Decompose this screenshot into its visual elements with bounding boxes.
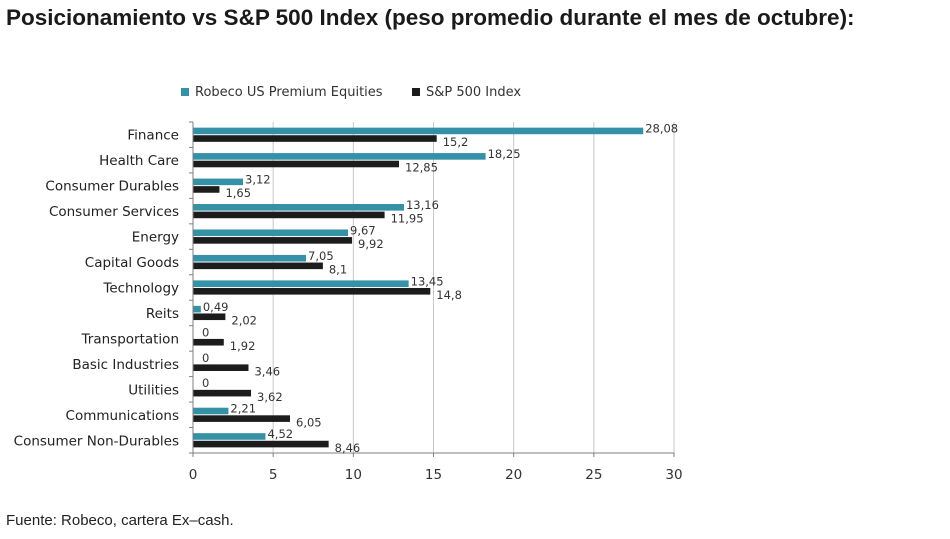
bar-sp500 (193, 364, 249, 371)
data-label-sp500: 9,92 (358, 237, 384, 251)
category-label: Transportation (81, 331, 179, 347)
bar-robeco (193, 204, 404, 211)
data-label-robeco: 3,12 (245, 173, 271, 187)
bar-robeco (193, 407, 229, 415)
data-label-sp500: 15,2 (443, 135, 469, 149)
category-label: Utilities (128, 382, 179, 398)
bar-sp500 (193, 211, 385, 219)
category-label: Reits (146, 306, 179, 322)
category-label: Health Care (99, 153, 179, 169)
legend-swatch (412, 88, 420, 96)
legend-label: S&P 500 Index (426, 85, 521, 100)
category-label: Energy (132, 230, 179, 246)
category-label: Consumer Services (49, 204, 179, 220)
bar-sp500 (193, 135, 437, 142)
legend-swatch (181, 88, 189, 96)
x-tick-label: 5 (269, 467, 278, 483)
bar-sp500 (193, 160, 400, 168)
legend-item-sp500: S&P 500 Index (412, 85, 521, 100)
source-note: Fuente: Robeco, cartera Ex–cash. (6, 512, 234, 529)
bars (193, 127, 644, 448)
data-label-robeco: 13,45 (411, 274, 444, 288)
category-label: Capital Goods (85, 255, 179, 271)
category-label: Technology (102, 281, 179, 297)
data-label-robeco: 18,25 (488, 147, 521, 161)
data-label-robeco: 28,08 (645, 122, 678, 136)
category-label: Communications (66, 408, 179, 424)
data-label-sp500: 14,8 (436, 288, 462, 302)
data-label-robeco: 0 (202, 376, 209, 390)
data-label-sp500: 6,05 (296, 415, 322, 429)
bar-robeco (193, 229, 349, 237)
grid (272, 122, 675, 453)
data-label-sp500: 3,46 (254, 364, 280, 378)
category-label: Basic Industries (72, 357, 179, 373)
bar-robeco (193, 127, 644, 135)
data-label-sp500: 8,1 (329, 263, 347, 277)
data-label-sp500: 1,92 (230, 339, 256, 353)
bar-robeco (193, 254, 307, 262)
x-tick-label: 15 (425, 467, 442, 483)
bar-sp500 (193, 313, 226, 321)
data-label-sp500: 12,85 (405, 161, 438, 175)
x-tick-label: 10 (345, 467, 362, 483)
data-label-robeco: 9,67 (350, 223, 376, 237)
x-tick-label: 30 (665, 467, 682, 483)
category-label: Consumer Durables (45, 179, 179, 195)
data-label-robeco: 4,52 (267, 427, 293, 441)
bar-sp500 (193, 389, 252, 397)
data-label-sp500: 2,02 (231, 313, 257, 327)
legend-item-robeco: Robeco US Premium Equities (181, 85, 383, 100)
bar-sp500 (193, 338, 224, 346)
x-tick-label: 20 (505, 467, 522, 483)
x-tick-label: 0 (189, 467, 198, 483)
chart-title: Posicionamiento vs S&P 500 Index (peso p… (6, 5, 855, 30)
bar-robeco (193, 305, 201, 313)
legend: Robeco US Premium Equities S&P 500 Index (181, 85, 521, 100)
bar-robeco (193, 178, 244, 186)
data-label-sp500: 11,95 (391, 212, 424, 226)
bar-sp500 (193, 440, 329, 448)
data-label-sp500: 1,65 (225, 186, 251, 200)
bar-sp500 (193, 415, 291, 422)
data-label-sp500: 3,62 (257, 390, 283, 404)
data-label-robeco: 2,21 (230, 402, 256, 416)
data-label-robeco: 0 (202, 351, 209, 365)
data-label-robeco: 13,16 (406, 198, 439, 212)
bar-sp500 (193, 237, 353, 244)
bar-sp500 (193, 262, 323, 270)
bar-robeco (193, 280, 409, 287)
bar-sp500 (193, 288, 431, 295)
data-label-robeco: 0 (202, 325, 209, 339)
category-label: Finance (127, 128, 179, 144)
bar-robeco (193, 433, 266, 440)
data-label-sp500: 8,46 (335, 441, 361, 455)
bar-sp500 (193, 186, 220, 193)
data-label-robeco: 7,05 (308, 249, 334, 263)
axes: 0 5 10 15 20 25 30 Finance Health Care Consumer D… (14, 121, 683, 483)
data-label-robeco: 0,49 (203, 300, 229, 314)
category-label: Consumer Non-Durables (14, 433, 179, 449)
x-tick-label: 25 (585, 467, 602, 483)
bar-robeco (193, 153, 486, 160)
legend-label: Robeco US Premium Equities (195, 85, 383, 100)
